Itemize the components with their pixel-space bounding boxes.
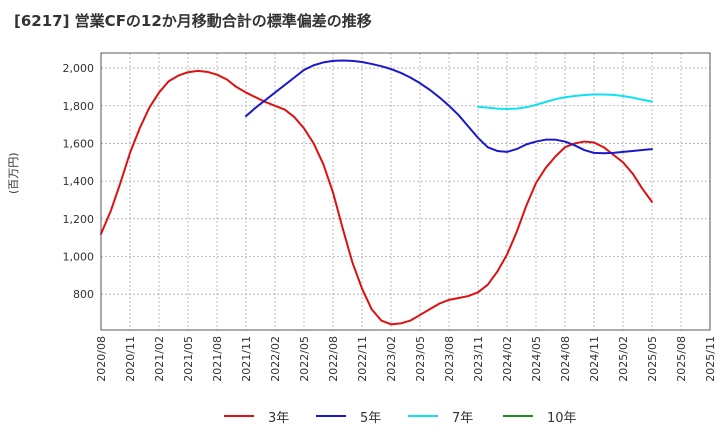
x-tick-label: 2025/08 — [675, 336, 688, 382]
x-tick-label: 2021/05 — [182, 336, 195, 382]
y-ticks: 800 1,000 1,200 1,400 1,600 1,800 2,000 — [63, 62, 95, 301]
legend-swatch — [503, 415, 533, 417]
series-line-2 — [245, 59, 653, 155]
legend-item-1: 3年 — [224, 404, 289, 428]
x-tick-label: 2021/08 — [211, 336, 224, 382]
x-tick-label: 2021/02 — [153, 336, 166, 382]
legend-swatch — [408, 415, 438, 417]
legend-label: 3年 — [268, 410, 290, 426]
legend-swatch — [224, 415, 254, 417]
plot-frame — [100, 52, 711, 331]
x-tick-label: 2023/11 — [472, 336, 485, 382]
legend-label: 5年 — [360, 410, 382, 426]
legend-item-3: 7年 — [408, 404, 473, 428]
y-tick-label: 1,200 — [63, 213, 95, 226]
x-tick-label: 2022/08 — [327, 336, 340, 382]
x-tick-label: 2024/05 — [530, 336, 543, 382]
x-tick-label: 2021/11 — [240, 336, 253, 382]
legend: 3年 5年 7年 10年 — [0, 404, 720, 428]
legend-item-2: 5年 — [316, 404, 381, 428]
y-tick-label: 2,000 — [63, 62, 95, 75]
y-tick-label: 1,400 — [63, 175, 95, 188]
legend-label: 10年 — [547, 410, 577, 426]
legend-label: 7年 — [452, 410, 474, 426]
x-tick-label: 2023/05 — [414, 336, 427, 382]
x-tick-label: 2024/08 — [559, 336, 572, 382]
y-tick-label: 1,800 — [63, 100, 95, 113]
y-tick-label: 1,600 — [63, 137, 95, 150]
x-tick-label: 2025/05 — [646, 336, 659, 382]
x-tick-label: 2024/02 — [501, 336, 514, 382]
x-tick-label: 2022/02 — [269, 336, 282, 382]
x-tick-label: 2023/08 — [443, 336, 456, 382]
x-tick-label: 2025/02 — [617, 336, 630, 382]
grid — [100, 53, 711, 330]
x-tick-label: 2020/08 — [95, 336, 108, 382]
x-tick-label: 2025/11 — [704, 336, 717, 382]
x-ticks: 2020/08 2020/11 2021/02 2021/05 2021/08 2021/… — [95, 336, 717, 382]
x-tick-label: 2023/02 — [385, 336, 398, 382]
series-lines — [100, 59, 653, 326]
legend-swatch — [316, 415, 346, 417]
x-tick-label: 2022/05 — [298, 336, 311, 382]
chart-title: [6217] 営業CFの12か月移動合計の標準偏差の推移 — [14, 12, 372, 30]
x-tick-label: 2022/11 — [356, 336, 369, 382]
x-tick-label: 2024/11 — [588, 336, 601, 382]
legend-item-4: 10年 — [503, 404, 577, 428]
y-tick-label: 800 — [73, 288, 94, 301]
series-line-1 — [100, 69, 653, 326]
y-tick-label: 1,000 — [63, 251, 95, 264]
series-line-3 — [477, 93, 653, 110]
x-tick-label: 2020/11 — [124, 336, 137, 382]
